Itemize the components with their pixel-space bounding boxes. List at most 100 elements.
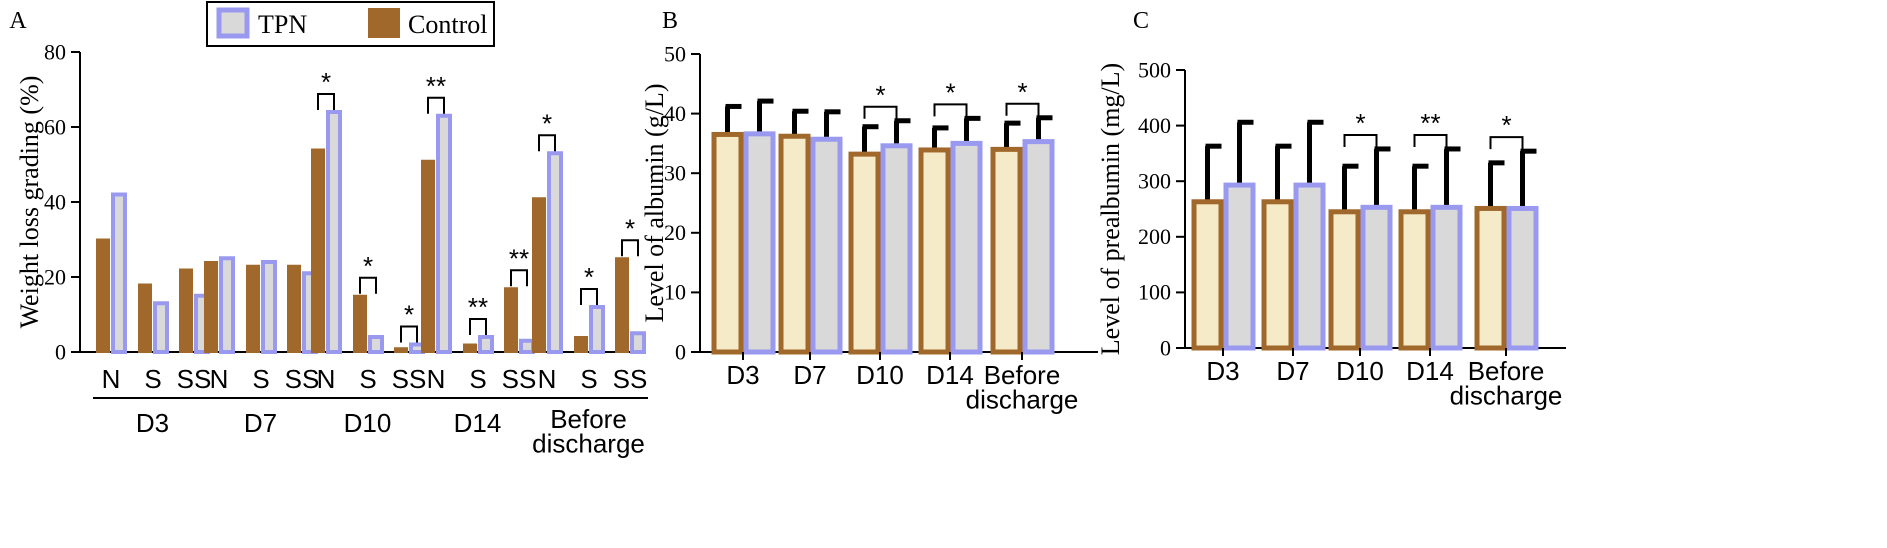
x-group-label: D3 (136, 408, 169, 438)
y-tick-label: 20 (44, 264, 66, 289)
panel-c: C 0 100 200 300 400 500 Level of prealbumin (mg… (1096, 8, 1566, 411)
y-tick-label: 40 (44, 189, 66, 214)
bar-control-1-2 (287, 264, 301, 353)
legend-label-control: Control (408, 10, 487, 39)
bar-control-4-1 (574, 336, 588, 353)
x-tick-label: D7 (1276, 356, 1309, 386)
sig-b-2-bracket (1005, 102, 1040, 116)
legend-swatch-tpn (216, 7, 250, 39)
bar-control-3-0 (421, 159, 435, 353)
bar-control-0 (711, 131, 744, 355)
bar-control-3 (1398, 209, 1431, 351)
panel-b: B 0 10 20 30 40 50 Level of albumin (g/L) D3 D7 D1… (640, 8, 1098, 415)
sig-b-1-bracket (933, 103, 968, 117)
bar-tpn-3 (1430, 204, 1463, 351)
sig-a-8-bracket (621, 239, 639, 257)
x-tick-label: D7 (793, 360, 826, 390)
x-group-label: D7 (244, 408, 277, 438)
bar-control-1-1 (246, 264, 260, 353)
y-tick-label: 300 (1138, 168, 1171, 193)
bar-tpn-4-1 (589, 305, 605, 354)
sig-a-5-bracket (510, 269, 528, 287)
bar-control-0-0 (96, 238, 110, 353)
sig-a-6-asterisk: * (542, 108, 552, 138)
bar-control-2-2 (394, 347, 408, 353)
bar-tpn-1 (1293, 182, 1326, 351)
y-tick-label: 100 (1138, 280, 1171, 305)
panel-b-letter: B (662, 8, 678, 34)
x-sub-label: SS (392, 364, 427, 394)
sig-a-0-asterisk: * (321, 67, 331, 97)
x-sub-label: N (317, 364, 336, 394)
x-sub-label: S (144, 364, 161, 394)
bar-tpn-4 (1506, 205, 1539, 351)
y-tick-label: 40 (664, 101, 686, 126)
x-sub-label: N (210, 364, 229, 394)
sig-a-3-asterisk: ** (426, 71, 446, 101)
sig-a-0-bracket (317, 93, 335, 110)
bar-control-2 (848, 151, 881, 355)
x-tick-label: Before discharge (1450, 356, 1563, 411)
sig-a-6-bracket (538, 134, 556, 152)
y-tick-label: 500 (1138, 57, 1171, 82)
bar-control-1-0 (204, 261, 218, 353)
bar-tpn-2 (1360, 204, 1393, 351)
bar-tpn-3-1 (478, 335, 494, 354)
bar-tpn-2 (880, 143, 913, 355)
bar-control-2 (1328, 209, 1361, 351)
sig-a-3-bracket (427, 96, 445, 114)
bar-control-0-2 (179, 268, 193, 353)
bar-tpn-4-0 (547, 151, 563, 354)
bar-tpn-1 (810, 136, 843, 355)
bar-control-4 (990, 146, 1023, 355)
x-tick-label: D14 (926, 360, 974, 390)
bar-control-4-0 (532, 197, 546, 353)
x-tick-label: D10 (856, 360, 904, 390)
x-sub-label: SS (502, 364, 537, 394)
sig-a-2-bracket (400, 325, 418, 343)
y-tick-label: 200 (1138, 224, 1171, 249)
bar-tpn-0-0 (111, 192, 127, 354)
panel-a-letter: A (9, 8, 27, 34)
y-axis-label: Level of prealbumin (mg/L) (1096, 63, 1125, 355)
sig-a-4-bracket (469, 318, 487, 335)
sig-b-2-asterisk: * (1017, 77, 1027, 107)
bar-control-0-1 (138, 283, 152, 353)
x-group-label: Before discharge (532, 404, 645, 459)
bar-tpn-2-0 (326, 110, 342, 354)
sig-a-8-asterisk: * (625, 213, 635, 243)
x-sub-label: S (252, 364, 269, 394)
sig-c-2-bracket (1489, 136, 1524, 150)
x-sub-label: S (469, 364, 486, 394)
sig-c-1-bracket (1413, 133, 1448, 147)
bar-tpn-0 (1223, 182, 1256, 351)
bar-tpn-4-2 (630, 331, 646, 354)
bar-tpn-3 (950, 140, 983, 355)
y-axis-label: Level of albumin (g/L) (640, 84, 669, 323)
x-sub-label: N (427, 364, 446, 394)
bar-tpn-0-1 (153, 301, 169, 354)
sig-a-7-bracket (580, 288, 598, 305)
sig-c-0-asterisk: * (1355, 108, 1365, 138)
bar-tpn-3-0 (436, 113, 452, 354)
y-tick-label: 60 (44, 114, 66, 139)
bar-control-3-2 (504, 287, 518, 353)
sig-c-0-bracket (1343, 133, 1378, 147)
legend-label-tpn: TPN (258, 10, 307, 39)
x-tick-label: D10 (1336, 356, 1384, 386)
sig-b-0-bracket (863, 105, 898, 119)
x-sub-label: S (580, 364, 597, 394)
bar-control-3-1 (463, 343, 477, 353)
bar-tpn-1-0 (219, 256, 235, 354)
y-tick-label: 80 (44, 39, 66, 64)
y-tick-label: 30 (664, 160, 686, 185)
bar-control-1 (1261, 199, 1294, 351)
sig-a-2-asterisk: * (404, 300, 414, 330)
legend-box (206, 1, 495, 47)
y-tick-label: 20 (664, 220, 686, 245)
bar-tpn-4 (1022, 139, 1055, 355)
y-tick-label: 0 (675, 339, 686, 364)
sig-a-5-asterisk: ** (509, 243, 529, 273)
